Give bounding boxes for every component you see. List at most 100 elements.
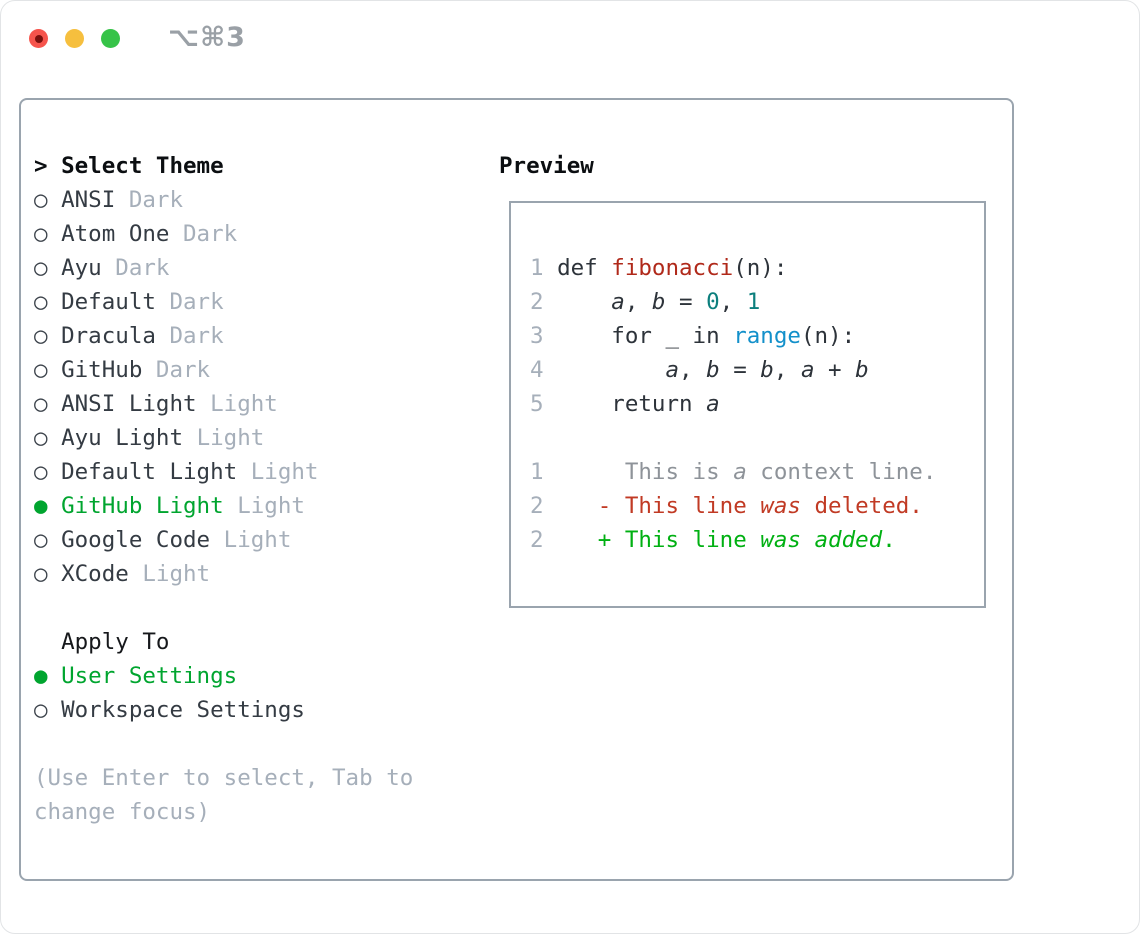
theme-variant: Light xyxy=(210,391,278,417)
code-token: fibonacci xyxy=(611,255,734,281)
theme-variant: Dark xyxy=(115,255,170,281)
code-line: 2 - This line was deleted. xyxy=(530,489,936,523)
radio-unselected-icon: ○ xyxy=(34,289,62,315)
theme-variant: Light xyxy=(237,493,305,519)
code-line: 2 a, b = 0, 1 xyxy=(530,285,936,319)
minimize-button[interactable] xyxy=(65,29,84,48)
theme-variant: Light xyxy=(142,561,211,587)
radio-unselected-icon: ○ xyxy=(34,425,62,451)
titlebar: ⌥⌘3 xyxy=(1,1,1139,71)
line-number: 2 xyxy=(530,493,558,519)
code-token: range xyxy=(733,323,801,349)
traffic-lights xyxy=(29,29,120,48)
theme-name: ANSI Light xyxy=(61,391,211,417)
theme-list: ○ ANSI Dark ○ Atom One Dark ○ Ayu Dark ○ De… xyxy=(34,183,413,591)
code-token: added xyxy=(814,527,883,553)
theme-item-atom-one[interactable]: ○ Atom One Dark xyxy=(34,217,413,251)
code-token: a xyxy=(800,357,815,383)
code-line: 1 This is a context line. xyxy=(530,455,936,489)
code-token: was xyxy=(760,527,801,553)
code-token: = xyxy=(665,289,707,315)
theme-item-ansi[interactable]: ○ ANSI Dark xyxy=(34,183,413,217)
code-token: , xyxy=(624,289,652,315)
apply-option-label: Workspace Settings xyxy=(61,697,305,723)
theme-item-github[interactable]: ○ GitHub Dark xyxy=(34,353,413,387)
radio-unselected-icon: ○ xyxy=(34,323,62,349)
code-token: , xyxy=(679,357,707,383)
code-token: - This line xyxy=(557,493,761,519)
select-theme-header: > Select Theme xyxy=(34,149,413,183)
radio-selected-icon: ● xyxy=(34,493,62,519)
theme-variant: Dark xyxy=(169,289,224,315)
code-token xyxy=(557,289,611,315)
theme-item-default[interactable]: ○ Default Dark xyxy=(34,285,413,319)
theme-item-github-light[interactable]: ● GitHub Light Light xyxy=(34,489,413,523)
help-text-line-2: change focus) xyxy=(34,799,211,825)
apply-option-user-settings[interactable]: ● User Settings xyxy=(34,659,413,693)
theme-picker-panel xyxy=(19,98,1014,881)
theme-item-ayu[interactable]: ○ Ayu Dark xyxy=(34,251,413,285)
code-line: 5 return a xyxy=(530,387,936,421)
line-number: 1 xyxy=(530,255,558,281)
help-text-line-1: (Use Enter to select, Tab to xyxy=(34,765,414,791)
select-theme-label: Select Theme xyxy=(61,153,224,179)
theme-variant: Dark xyxy=(155,357,211,383)
apply-to-list: ● User Settings ○ Workspace Settings xyxy=(34,659,413,727)
theme-name: Default Light xyxy=(61,459,251,485)
theme-item-ansi-light[interactable]: ○ ANSI Light Light xyxy=(34,387,413,421)
theme-item-ayu-light[interactable]: ○ Ayu Light Light xyxy=(34,421,413,455)
theme-item-default-light[interactable]: ○ Default Light Light xyxy=(34,455,413,489)
code-line: 4 a, b = b, a + b xyxy=(530,353,936,387)
code-token: for _ in xyxy=(557,323,734,349)
code-token: b xyxy=(760,357,774,383)
apply-to-label: Apply To xyxy=(61,629,170,655)
code-token: , xyxy=(773,357,801,383)
code-token: a xyxy=(733,459,747,485)
radio-unselected-icon: ○ xyxy=(34,561,62,587)
code-token: a xyxy=(665,357,680,383)
spacer-row xyxy=(34,727,413,761)
theme-variant: Light xyxy=(223,527,292,553)
theme-item-google-code[interactable]: ○ Google Code Light xyxy=(34,523,413,557)
code-token: (n): xyxy=(800,323,856,349)
zoom-button[interactable] xyxy=(101,29,120,48)
line-number xyxy=(530,425,557,451)
radio-unselected-icon: ○ xyxy=(34,221,62,247)
close-button[interactable] xyxy=(29,29,48,48)
preview-header: Preview xyxy=(499,153,594,179)
code-token: , xyxy=(719,289,747,315)
theme-name: XCode xyxy=(61,561,143,587)
apply-option-workspace-settings[interactable]: ○ Workspace Settings xyxy=(34,693,413,727)
code-token: . xyxy=(882,527,896,553)
unsaved-dot-icon xyxy=(34,34,43,43)
code-line: 2 + This line was added. xyxy=(530,523,936,557)
radio-unselected-icon: ○ xyxy=(34,697,62,723)
theme-variant: Dark xyxy=(128,187,184,213)
radio-unselected-icon: ○ xyxy=(34,527,62,553)
theme-item-xcode[interactable]: ○ XCode Light xyxy=(34,557,413,591)
theme-name: Dracula xyxy=(61,323,170,349)
theme-item-dracula[interactable]: ○ Dracula Dark xyxy=(34,319,413,353)
code-token: b xyxy=(651,289,666,315)
theme-name: Atom One xyxy=(61,221,184,247)
radio-unselected-icon: ○ xyxy=(34,459,62,485)
theme-name: GitHub xyxy=(61,357,156,383)
code-line: 1 def fibonacci(n): xyxy=(530,251,936,285)
code-token xyxy=(557,357,665,383)
code-token: a xyxy=(611,289,625,315)
code-token: b xyxy=(855,357,869,383)
code-line: 3 for _ in range(n): xyxy=(530,319,936,353)
code-line xyxy=(530,421,936,455)
code-token: a xyxy=(706,391,720,417)
code-token: This is xyxy=(557,459,734,485)
window-title: ⌥⌘3 xyxy=(168,22,246,53)
code-token xyxy=(801,527,815,553)
radio-unselected-icon: ○ xyxy=(34,187,62,213)
line-number: 3 xyxy=(530,323,558,349)
code-token: 0 xyxy=(706,289,720,315)
theme-variant: Light xyxy=(250,459,319,485)
theme-name: GitHub Light xyxy=(61,493,238,519)
line-number: 2 xyxy=(530,527,558,553)
code-token: b xyxy=(706,357,720,383)
